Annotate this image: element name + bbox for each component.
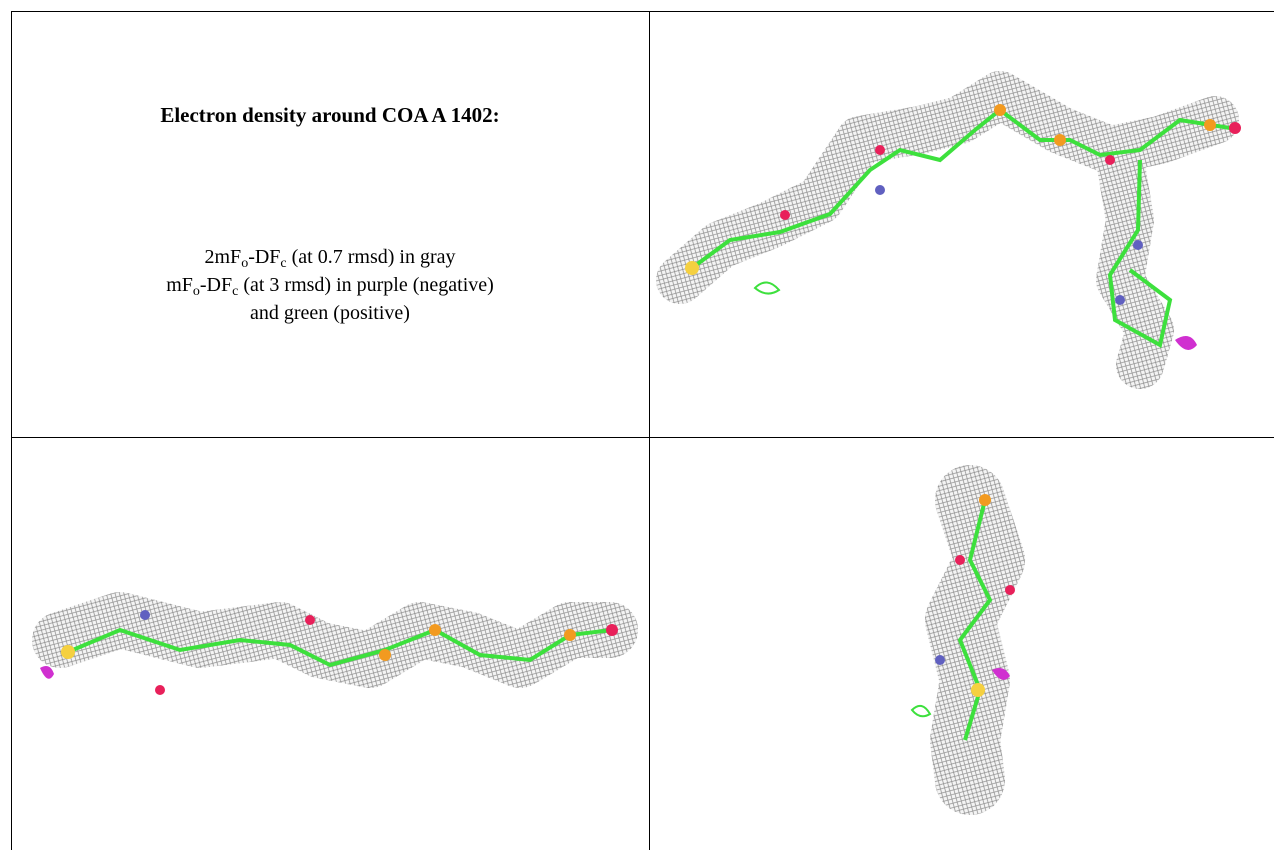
legend-line: and green (positive) <box>11 299 649 327</box>
atom <box>1054 134 1066 146</box>
atom <box>685 261 699 275</box>
atom <box>564 629 576 641</box>
text-run: 2mF <box>205 246 242 268</box>
text-run: (at 3 rmsd) in purple (negative) <box>238 274 493 296</box>
atom <box>780 210 790 220</box>
text-run: mF <box>166 274 193 296</box>
atom <box>875 145 885 155</box>
molecule-view-3 <box>912 494 1015 780</box>
atom <box>606 624 618 636</box>
atom <box>379 649 391 661</box>
density-mesh <box>60 620 610 660</box>
atom <box>155 685 165 695</box>
figure-title: Electron density around COA A 1402: <box>11 103 649 128</box>
page: Electron density around COA A 1402: 2mFo… <box>0 0 1274 850</box>
positive-density <box>755 282 779 293</box>
atom <box>875 185 885 195</box>
atom <box>935 655 945 665</box>
atom <box>61 645 75 659</box>
text-run: (at 0.7 rmsd) in gray <box>287 246 456 268</box>
atom <box>429 624 441 636</box>
atom <box>994 104 1006 116</box>
atom <box>979 494 991 506</box>
atom <box>1105 155 1115 165</box>
negative-density <box>1175 336 1197 350</box>
atom <box>305 615 315 625</box>
legend-line: 2mFo-DFc (at 0.7 rmsd) in gray <box>11 243 649 271</box>
density-mesh <box>680 95 1215 365</box>
text-run: -DF <box>248 246 280 268</box>
atom <box>1204 119 1216 131</box>
molecule-view-1 <box>680 95 1241 365</box>
legend-line: mFo-DFc (at 3 rmsd) in purple (negative) <box>11 271 649 299</box>
text-run: and green (positive) <box>250 302 410 324</box>
atom <box>140 610 150 620</box>
molecule-view-2 <box>40 610 618 695</box>
atom <box>1115 295 1125 305</box>
atom <box>1133 240 1143 250</box>
negative-density <box>40 666 54 679</box>
caption-cell: Electron density around COA A 1402: 2mFo… <box>11 11 649 437</box>
text-run: -DF <box>200 274 232 296</box>
subscript: o <box>193 284 200 299</box>
atom <box>1229 122 1241 134</box>
positive-density <box>912 706 930 716</box>
atom <box>955 555 965 565</box>
atom <box>1005 585 1015 595</box>
atom <box>971 683 985 697</box>
